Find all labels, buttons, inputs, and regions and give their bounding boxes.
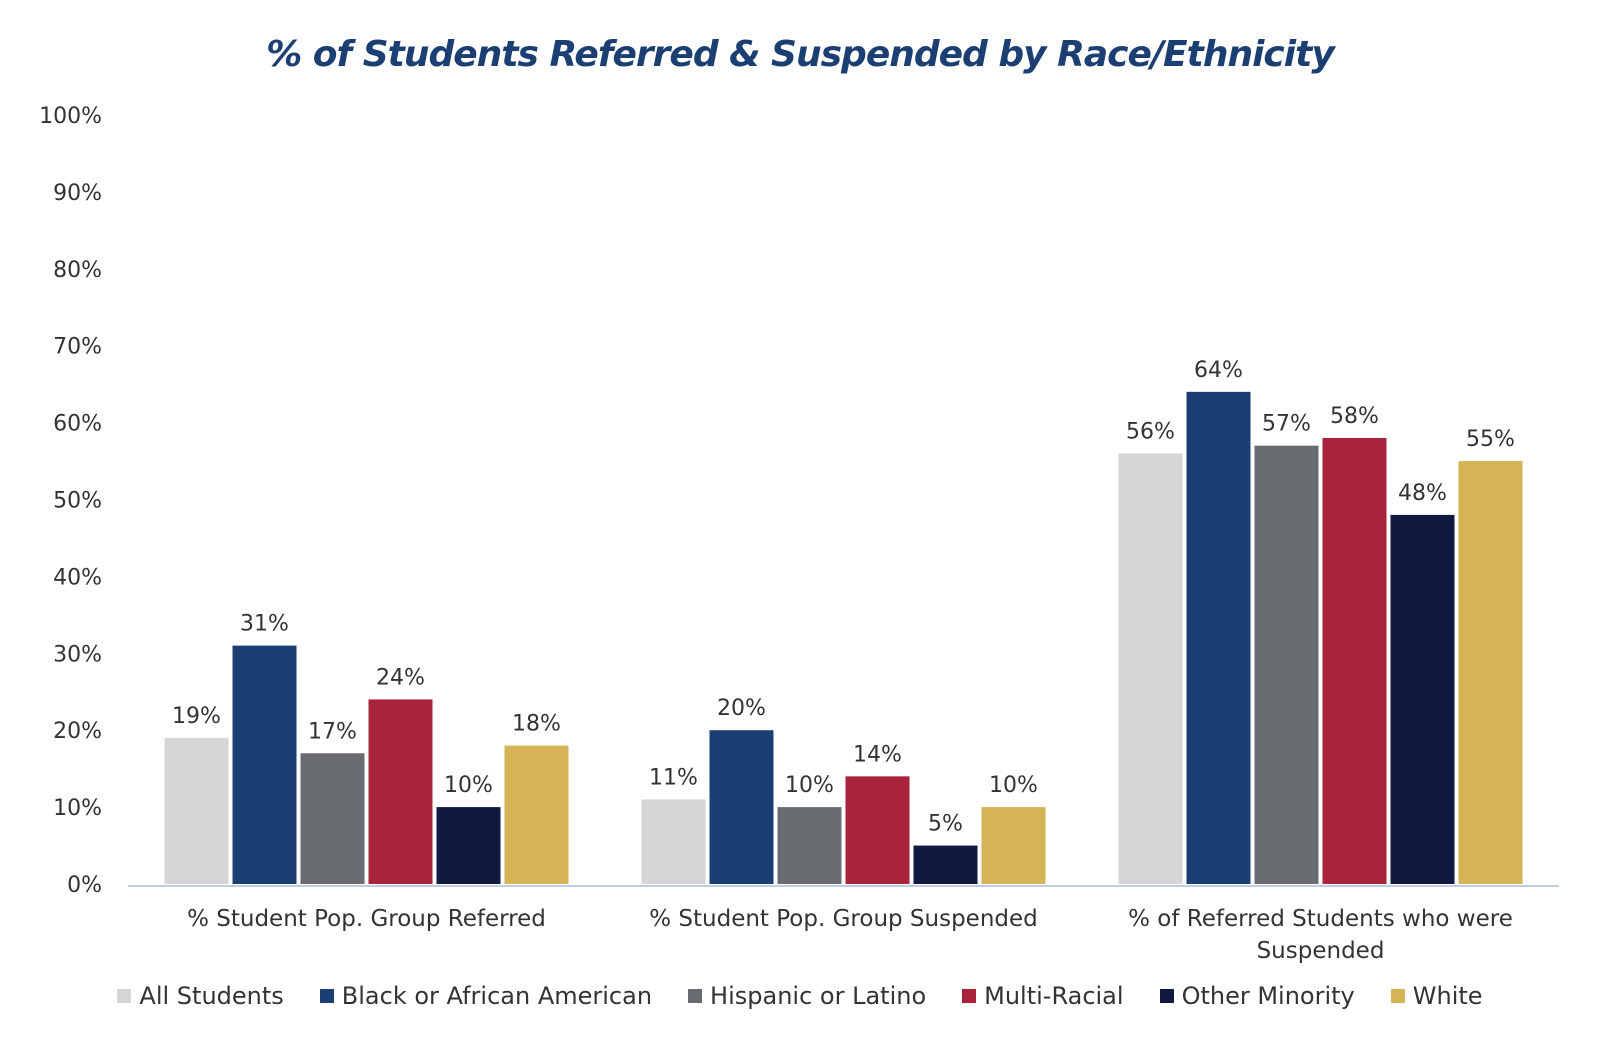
y-tick-label: 50% xyxy=(53,489,102,514)
bar xyxy=(232,645,297,884)
bar xyxy=(641,799,706,884)
data-label: 58% xyxy=(1330,404,1379,429)
legend-swatch xyxy=(688,989,703,1003)
legend-label: Other Minority xyxy=(1181,982,1355,1010)
legend-label: Hispanic or Latino xyxy=(710,982,927,1010)
bar xyxy=(1390,514,1455,884)
bar xyxy=(164,737,229,884)
bar xyxy=(1186,391,1251,884)
bar xyxy=(1458,461,1523,884)
y-tick-label: 10% xyxy=(53,796,102,821)
bar xyxy=(1118,453,1183,884)
y-tick-label: 40% xyxy=(53,565,102,590)
legend-swatch xyxy=(962,989,977,1003)
data-label: 18% xyxy=(512,712,561,737)
bar xyxy=(300,753,365,884)
data-label: 14% xyxy=(853,742,902,767)
data-label: 5% xyxy=(928,812,963,837)
y-tick-label: 100% xyxy=(39,104,102,129)
legend-label: White xyxy=(1412,982,1483,1010)
data-label: 31% xyxy=(240,612,289,637)
data-label: 55% xyxy=(1466,427,1515,452)
data-label: 10% xyxy=(444,773,493,798)
legend-item: Hispanic or Latino xyxy=(688,982,926,1010)
y-tick-label: 30% xyxy=(53,642,102,667)
legend-item: White xyxy=(1390,982,1483,1010)
data-label: 64% xyxy=(1194,358,1243,383)
y-tick-label: 90% xyxy=(53,181,102,206)
legend-swatch xyxy=(1159,989,1174,1003)
value-labels: 19% 31% 17% 24% 10% 18% 11% 20% 10% 14% 5% 10% 56% 64… xyxy=(172,358,1515,837)
chart-title: % of Students Referred & Suspended by Ra… xyxy=(266,34,1335,75)
data-label: 20% xyxy=(717,696,766,721)
data-label: 19% xyxy=(172,704,221,729)
y-tick-label: 70% xyxy=(53,335,102,360)
category-labels: % Student Pop. Group Referred % Student P… xyxy=(187,906,1513,964)
data-label: 56% xyxy=(1126,419,1175,444)
legend-item: Black or African American xyxy=(319,982,653,1010)
data-label: 24% xyxy=(376,665,425,690)
y-tick-label: 0% xyxy=(67,873,102,898)
bar xyxy=(1322,437,1387,884)
legend-item: Multi-Racial xyxy=(962,982,1124,1010)
data-label: 57% xyxy=(1262,412,1311,437)
legend-swatch xyxy=(1390,989,1405,1003)
bar xyxy=(913,845,978,884)
y-tick-label: 60% xyxy=(53,412,102,437)
data-label: 48% xyxy=(1398,481,1447,506)
data-label: 10% xyxy=(785,773,834,798)
legend-item: All Students xyxy=(117,982,284,1010)
y-tick-label: 80% xyxy=(53,258,102,283)
data-label: 17% xyxy=(308,719,357,744)
data-label: 11% xyxy=(649,765,698,790)
x-tick-label: Suspended xyxy=(1257,938,1385,964)
x-tick-label: % Student Pop. Group Suspended xyxy=(649,906,1038,932)
legend-swatch xyxy=(319,989,334,1003)
legend-swatch xyxy=(117,989,132,1003)
legend-label: Black or African American xyxy=(341,982,653,1010)
y-axis-ticks: 0% 10% 20% 30% 40% 50% 60% 70% 80% 90% 100% xyxy=(39,104,102,898)
legend-label: Multi-Racial xyxy=(984,982,1124,1010)
x-tick-label: % Student Pop. Group Referred xyxy=(187,906,546,932)
legend: All Students Black or African American His… xyxy=(0,982,1600,1010)
bar xyxy=(777,807,842,884)
data-label: 10% xyxy=(989,773,1038,798)
x-tick-label: % of Referred Students who were xyxy=(1128,906,1513,932)
bars xyxy=(164,391,1523,884)
legend-item: Other Minority xyxy=(1159,982,1355,1010)
bar xyxy=(709,730,774,884)
bar xyxy=(845,776,910,884)
bar xyxy=(504,745,569,884)
bar xyxy=(1254,445,1319,884)
bar xyxy=(436,807,501,884)
bar xyxy=(981,807,1046,884)
y-tick-label: 20% xyxy=(53,719,102,744)
legend-label: All Students xyxy=(139,982,284,1010)
bar xyxy=(368,699,433,884)
